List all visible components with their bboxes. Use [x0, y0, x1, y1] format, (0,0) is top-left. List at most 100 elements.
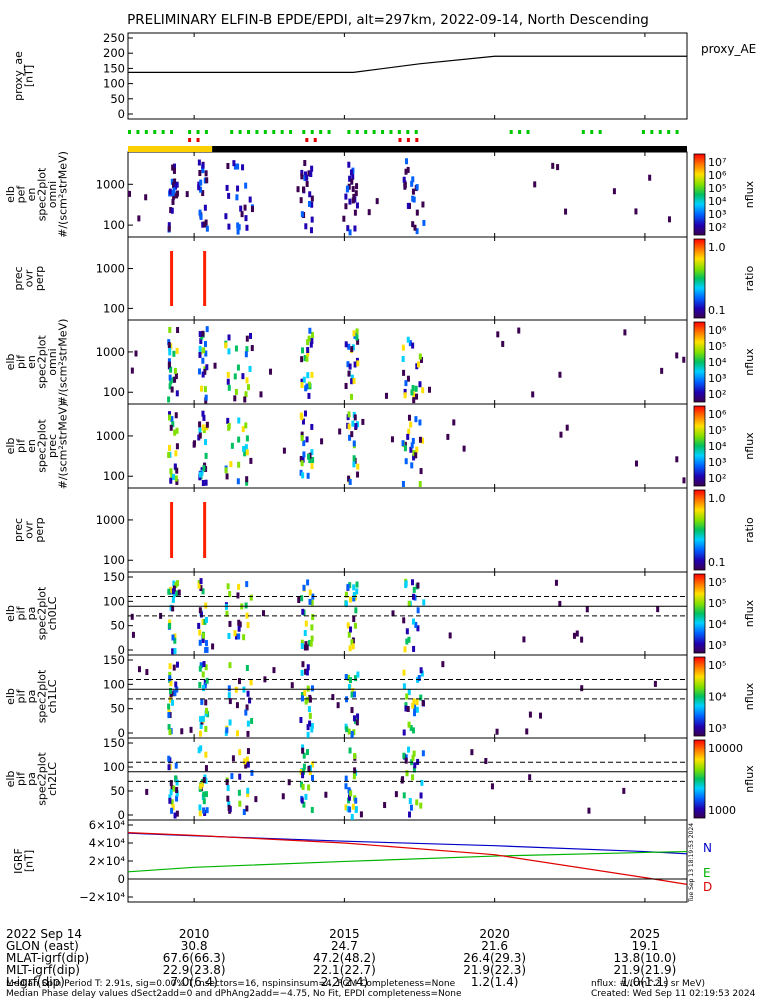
- spectrogram-cell: [197, 434, 201, 441]
- spectrogram-cell: [234, 388, 238, 395]
- spectrogram-cell: [239, 205, 243, 212]
- spectrogram-cell: [412, 454, 416, 461]
- y-tick-label: 100: [103, 301, 125, 315]
- spectrogram-cell: [305, 180, 309, 187]
- spectrogram-cell: [418, 436, 422, 443]
- green-status-mark: [397, 130, 401, 134]
- y-tick-label: 0: [118, 107, 125, 121]
- spectrogram-cell: [300, 414, 304, 421]
- spectrogram-cell: [198, 681, 202, 688]
- spectrogram-cell: [237, 678, 241, 685]
- spectrogram-cell: [308, 457, 312, 464]
- spectrogram-cell: [201, 162, 205, 169]
- spectrogram-cell: [307, 170, 311, 177]
- spectrogram-cell: [301, 456, 305, 463]
- spectrogram-cell: [233, 630, 237, 637]
- spectrogram-cell: [241, 373, 245, 380]
- spectrogram-cell: [558, 371, 562, 378]
- spectrogram-cell: [200, 781, 204, 788]
- spectrogram-cell: [173, 463, 177, 470]
- spectrogram-cell: [176, 327, 180, 334]
- y-axis-label: pa: [25, 772, 38, 786]
- spectrogram-cell: [175, 427, 179, 434]
- y-tick-label: 1000: [96, 513, 125, 527]
- spectrogram-cell: [302, 376, 306, 383]
- spectrogram-cell: [197, 368, 201, 375]
- spectrogram-cell: [175, 181, 179, 188]
- spectrogram-cell: [227, 801, 231, 808]
- spectrogram-cell: [198, 331, 202, 338]
- spectrogram-cell: [309, 341, 313, 348]
- spectrogram-cell: [675, 352, 679, 359]
- spectrogram-cell: [204, 751, 208, 758]
- spectrogram-cell: [308, 200, 312, 207]
- spectrogram-cell: [344, 341, 348, 348]
- spectrogram-cell: [233, 373, 237, 380]
- spectrogram-cell: [302, 763, 306, 770]
- spectrogram-cell: [201, 715, 205, 722]
- green-status-mark: [188, 130, 192, 134]
- ephemeris-value: 21.6: [481, 939, 508, 953]
- spectrogram-cell: [353, 691, 357, 698]
- ephemeris-value: 1.0(1.1): [621, 975, 669, 989]
- spectrogram-cell: [169, 789, 173, 796]
- spectrogram-cell: [303, 630, 307, 637]
- colorbar-tick-label: 10²: [708, 472, 726, 485]
- spectrogram-cell: [667, 216, 671, 223]
- spectrogram-cell: [302, 801, 306, 808]
- spectrogram-cell: [353, 414, 357, 421]
- colorbar-tick-label: 10⁴: [708, 195, 727, 208]
- spectrogram-cell: [422, 219, 426, 226]
- spectrogram-cell: [202, 798, 206, 805]
- spectrogram-cell: [446, 433, 450, 440]
- spectrogram-cell: [501, 340, 505, 347]
- spectrogram-cell: [416, 361, 420, 368]
- spectrogram-cell: [308, 327, 312, 334]
- ephemeris-value: 19.1: [631, 939, 659, 953]
- spectrogram-cell: [228, 719, 232, 726]
- spectrogram-cell: [198, 427, 202, 434]
- spectrogram-cell: [359, 811, 363, 818]
- y-axis-label: elb: [4, 186, 17, 203]
- spectrogram-cell: [416, 607, 420, 614]
- spectrogram-cell: [244, 215, 248, 222]
- spectrogram-cell: [261, 610, 265, 617]
- spectrogram-cell: [175, 590, 179, 597]
- ephemeris-rows: 2022 Sep 14 2010 2015 2020 2025 GLON (east) 30…: [6, 928, 676, 989]
- spectrogram-cell: [197, 159, 201, 166]
- colorbar-label: nflux: [743, 432, 756, 460]
- spectrogram-cell: [418, 381, 422, 388]
- spectrogram-cell: [531, 391, 535, 398]
- colorbar-tick-label: 10⁶: [708, 324, 727, 337]
- spectrogram-cell: [310, 449, 314, 456]
- spectrogram-cell: [348, 806, 352, 813]
- spectrogram-cell: [237, 619, 241, 626]
- y-axis-label: [nT]: [23, 850, 36, 872]
- green-status-mark: [598, 130, 602, 134]
- spectrogram-cell: [250, 345, 254, 352]
- spectrogram-cell: [302, 752, 306, 759]
- spectrogram-cell: [351, 186, 355, 193]
- spectrogram-cell: [356, 338, 360, 345]
- spectrogram-cell: [204, 350, 208, 357]
- spectrogram-cell: [310, 338, 314, 345]
- spectrogram-cell: [348, 363, 352, 370]
- spectrogram-cell: [137, 666, 141, 673]
- spectrogram-cell: [348, 645, 352, 652]
- spectrogram-cell: [204, 725, 208, 732]
- y-axis-label: #/(scm²strMeV): [57, 151, 70, 238]
- spectrogram-cell: [350, 178, 354, 185]
- spectrogram-cell: [403, 388, 407, 395]
- spectrogram-cell: [346, 622, 350, 629]
- spectrogram-cell: [407, 414, 411, 421]
- spectrogram-cell: [310, 165, 314, 172]
- spectrogram-cell: [309, 171, 313, 178]
- spectrogram-cell: [682, 477, 686, 484]
- spectrogram-cell: [250, 206, 254, 213]
- spectrogram-cell: [167, 361, 171, 368]
- spectrogram-cell: [168, 675, 172, 682]
- y-axis-label: spec2plot: [36, 752, 49, 806]
- spectrogram-cell: [308, 191, 312, 198]
- spectrogram-cell: [310, 371, 314, 378]
- y-axis-label: #/(scm²strMeV): [57, 319, 70, 406]
